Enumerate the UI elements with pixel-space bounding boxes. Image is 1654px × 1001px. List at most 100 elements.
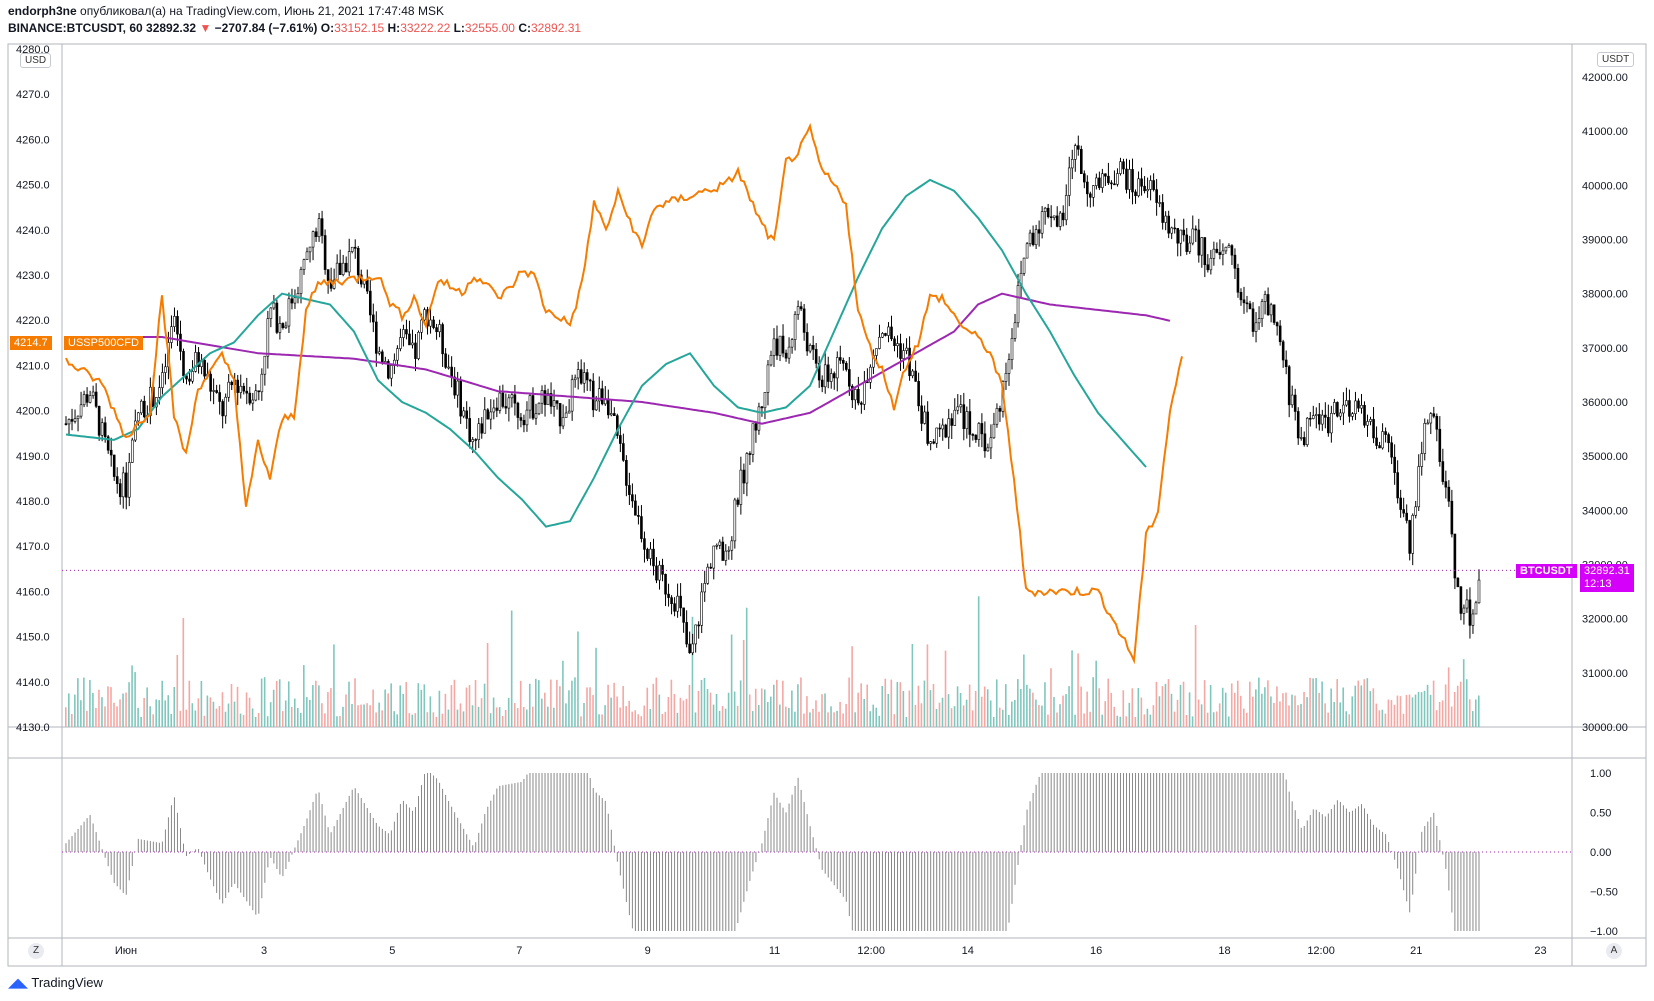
volume-bar [1104,701,1107,727]
volume-bar [1059,704,1061,727]
candle-body [1324,414,1327,418]
volume-bar [71,713,73,727]
candle-body [1260,301,1264,319]
candle-body [766,364,770,393]
volume-bar [1116,715,1119,727]
candle-body [1058,212,1062,227]
candle-body [158,387,161,398]
volume-bar [989,700,992,727]
volume-bar [164,700,167,727]
volume-bar [643,705,646,727]
volume-bar [80,700,82,727]
candle-body [1339,412,1342,417]
candle-body [215,390,218,393]
volume-bar [429,696,432,727]
candle-body [317,218,321,238]
volume-bar [1318,692,1320,727]
volume-bar [938,702,941,727]
auto-scale-button[interactable]: A [1606,943,1622,959]
log-scale-button[interactable]: Z [28,943,44,959]
candle-body [998,408,1002,412]
volume-bar [254,716,257,727]
candle-body [1098,177,1101,188]
volume-bar [547,706,549,727]
volume-bar [1408,694,1411,727]
volume-bar [613,682,615,727]
volume-bar [869,711,872,727]
left-axis-tick: 4230.0 [16,270,50,282]
candle-body [1245,302,1249,305]
volume-bar [185,709,188,727]
volume-bar [98,689,100,727]
candle-body [1378,445,1381,449]
candle-body [1266,294,1270,316]
candle-body [179,333,182,352]
volume-bar [390,683,392,727]
candle-body [209,373,212,392]
volume-bar [1164,683,1167,727]
candle-body [1125,168,1128,190]
candle-body [299,269,303,294]
tradingview-logo[interactable]: ◢◣ TradingView [8,975,103,991]
volume-bar [1143,714,1146,727]
candle-body [1375,437,1378,446]
sp500-line [65,122,1183,665]
volume-bar [1369,691,1372,727]
volume-bar [610,697,612,727]
candle-body [926,411,929,444]
volume-bar [1279,701,1281,727]
candle-body [176,316,179,335]
volume-bar [522,707,525,727]
candle-body [802,308,806,333]
volume-bar [432,712,435,727]
volume-bar [589,687,591,727]
volume-bar [1026,684,1028,727]
volume-bar [1285,692,1287,727]
candle-body [1474,602,1478,615]
volume-bar [806,696,808,727]
volume-bar [947,694,950,727]
right-axis-tick: 36000.00 [1582,397,1628,409]
volume-bar [652,683,655,727]
volume-bar [1465,679,1468,727]
right-axis-tick: 38000.00 [1582,289,1628,301]
candle-body [1131,169,1134,193]
volume-bar [101,697,103,727]
candle-body [947,418,951,438]
candle-body [1010,338,1014,360]
x-axis-tick: 5 [389,945,395,957]
volume-bar [1375,703,1378,727]
volume-bar [1035,699,1037,727]
candle-body [688,643,691,654]
volume-bar [176,654,179,727]
candle-body [161,372,164,388]
volume-bar [444,693,447,727]
candle-body [905,347,908,351]
candle-body [576,369,580,379]
candle-body [224,396,227,417]
candle-body [664,573,667,595]
x-axis-tick: 23 [1534,945,1546,957]
volume-bar [995,679,998,727]
volume-bar [917,685,920,727]
volume-bar [158,700,160,727]
candle-body [1269,304,1273,316]
volume-bar [206,695,209,727]
candle-body [616,415,619,436]
volume-bar [724,708,727,727]
candle-body [1149,180,1152,190]
right-axis-tick: 40000.00 [1582,180,1628,192]
candle-body [971,434,975,436]
close-value: 32892.31 [531,21,582,35]
candle-body [751,423,755,455]
candle-body [820,379,824,388]
candle-body [977,423,981,440]
volume-bar [1203,680,1206,727]
candle-body [1239,291,1243,301]
left-axis-tick: 4240.0 [16,225,50,237]
volume-bar [1453,691,1456,727]
candle-body [341,262,345,275]
candle-body [402,329,405,338]
volume-bar [1246,712,1248,727]
